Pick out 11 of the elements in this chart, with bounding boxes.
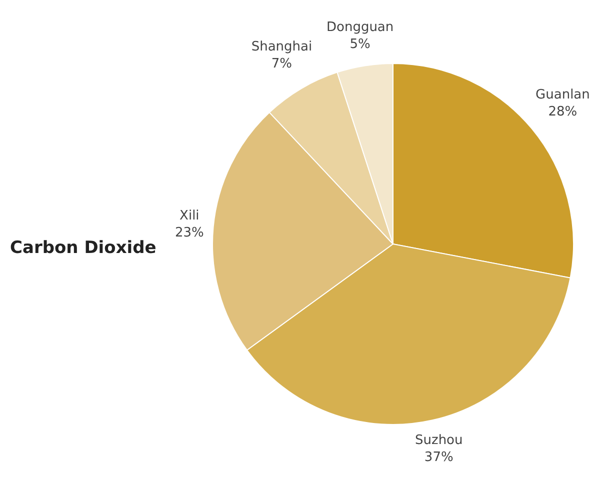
slice-label: Guanlan [536,87,590,102]
slice-label: Xili [180,208,200,224]
text: Carbon Dioxide [10,238,156,258]
data-label: 23% [174,226,204,241]
data-label: 37% [424,450,454,466]
slice-label: Suzhou [415,433,463,448]
data-label: 5% [350,36,370,52]
data-label: 7% [271,56,292,72]
slice-label: Dongguan [326,20,394,35]
data-label: 28% [548,104,578,120]
slice-label: Shanghai [251,40,312,55]
